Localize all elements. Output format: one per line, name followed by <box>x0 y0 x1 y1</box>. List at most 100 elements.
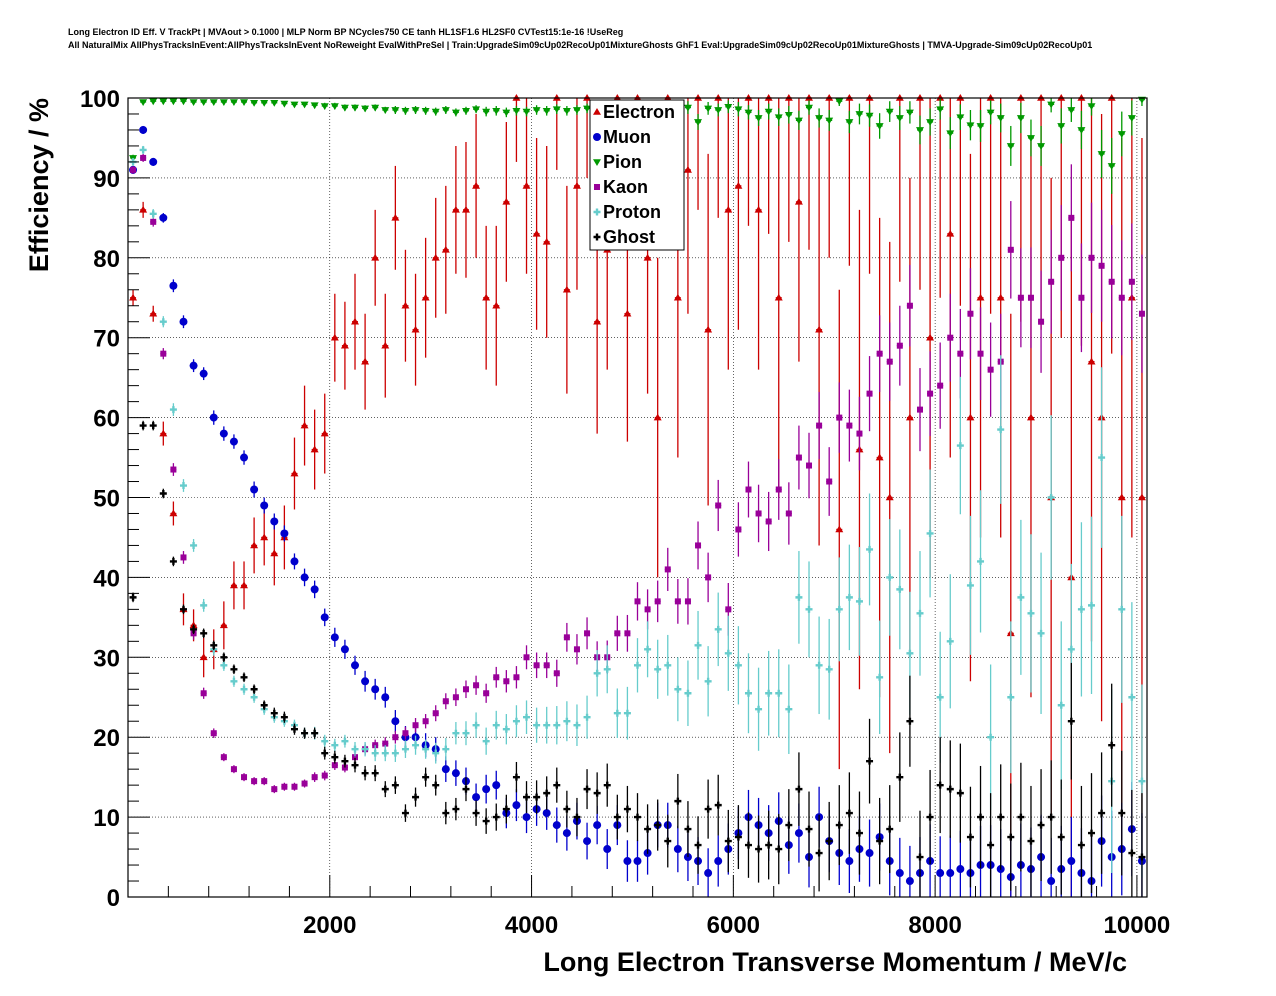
electron-point <box>905 413 914 421</box>
ghost-point <box>331 753 339 761</box>
proton-point <box>1077 605 1085 613</box>
proton-point <box>644 645 652 653</box>
proton-point <box>391 749 399 757</box>
proton-point <box>190 541 198 549</box>
electron-point <box>815 325 824 333</box>
kaon-point <box>826 478 833 485</box>
muon-point <box>633 857 642 866</box>
proton-point <box>442 745 450 753</box>
ghost-point <box>412 793 420 801</box>
ghost-point <box>1077 841 1085 849</box>
proton-point <box>462 729 470 737</box>
ghost-point <box>1057 833 1065 841</box>
kaon-series <box>130 153 1145 794</box>
ghost-point <box>866 757 874 765</box>
pion-point <box>552 106 561 114</box>
electron-point <box>794 197 803 205</box>
proton-point <box>452 729 460 737</box>
pion-point <box>714 107 723 114</box>
plot-title-line-1: Long Electron ID Eff. V TrackPt | MVAout… <box>68 27 624 37</box>
proton-point <box>906 649 914 657</box>
legend-marker-electron <box>593 108 601 115</box>
kaon-point <box>896 342 903 349</box>
pion-point <box>300 101 309 109</box>
ghost-point <box>149 422 157 430</box>
legend-label-ghost: Ghost <box>603 227 655 247</box>
proton-point <box>966 581 974 589</box>
proton-point <box>1047 494 1055 501</box>
muon-point <box>522 813 531 822</box>
electron-point <box>774 293 783 301</box>
ghost-point <box>583 785 591 793</box>
electron-point <box>270 549 279 557</box>
proton-point <box>775 689 783 697</box>
electron-point <box>310 445 319 453</box>
ghost-point <box>845 809 853 817</box>
x-tick-label: 8000 <box>908 912 961 939</box>
muon-point <box>794 829 803 838</box>
kaon-point <box>634 598 641 605</box>
muon-point <box>199 369 208 378</box>
proton-point <box>866 545 874 553</box>
pion-point <box>784 111 793 119</box>
proton-point <box>169 406 177 414</box>
electron-point <box>290 469 299 477</box>
proton-point <box>492 721 500 729</box>
pion-point <box>351 104 360 112</box>
electron-point <box>754 205 763 213</box>
kaon-point <box>160 350 167 357</box>
ghost-series <box>129 420 1146 897</box>
ghost-point <box>533 793 541 801</box>
electron-point <box>199 653 208 661</box>
pion-point <box>169 98 178 106</box>
ghost-point <box>179 605 187 613</box>
proton-point <box>1118 605 1126 613</box>
ghost-point <box>674 797 682 805</box>
electron-point <box>562 285 571 293</box>
electron-point <box>451 205 460 213</box>
proton-point <box>179 482 187 490</box>
kaon-point <box>906 302 913 309</box>
kaon-point <box>876 350 883 357</box>
ghost-point <box>139 422 147 430</box>
proton-point <box>664 661 672 669</box>
proton-point <box>381 749 389 757</box>
electron-point <box>502 197 511 205</box>
proton-point <box>1037 629 1045 637</box>
proton-point <box>946 637 954 645</box>
ghost-point <box>442 809 450 817</box>
kaon-point <box>130 166 137 173</box>
legend-label-pion: Pion <box>603 152 642 172</box>
pion-point <box>361 105 370 113</box>
y-tick-label: 90 <box>93 166 120 193</box>
kaon-point <box>462 686 469 693</box>
proton-point <box>744 689 752 697</box>
electron-point <box>139 205 148 213</box>
pion-point <box>724 103 733 111</box>
pion-point <box>461 107 470 115</box>
ghost-point <box>401 809 409 817</box>
muon-point <box>340 645 349 654</box>
muon-point <box>330 633 339 642</box>
pion-point <box>572 107 581 114</box>
kaon-point <box>452 694 459 701</box>
kaon-point <box>553 670 560 677</box>
ghost-point <box>825 837 833 845</box>
electron-point <box>240 581 249 589</box>
proton-point <box>896 585 904 593</box>
muon-point <box>562 829 571 838</box>
pion-point <box>744 109 753 117</box>
electron-point <box>250 541 259 549</box>
muon-point <box>603 845 612 854</box>
muon-point <box>946 869 955 878</box>
ghost-point <box>230 665 238 673</box>
y-tick-label: 80 <box>93 246 120 273</box>
kaon-point <box>1058 254 1065 261</box>
proton-point <box>563 717 571 725</box>
kaon-point <box>140 154 147 161</box>
proton-point <box>482 737 490 745</box>
muon-point <box>149 157 158 166</box>
pion-point <box>330 103 339 110</box>
electron-point <box>371 253 380 261</box>
muon-point <box>623 857 632 866</box>
